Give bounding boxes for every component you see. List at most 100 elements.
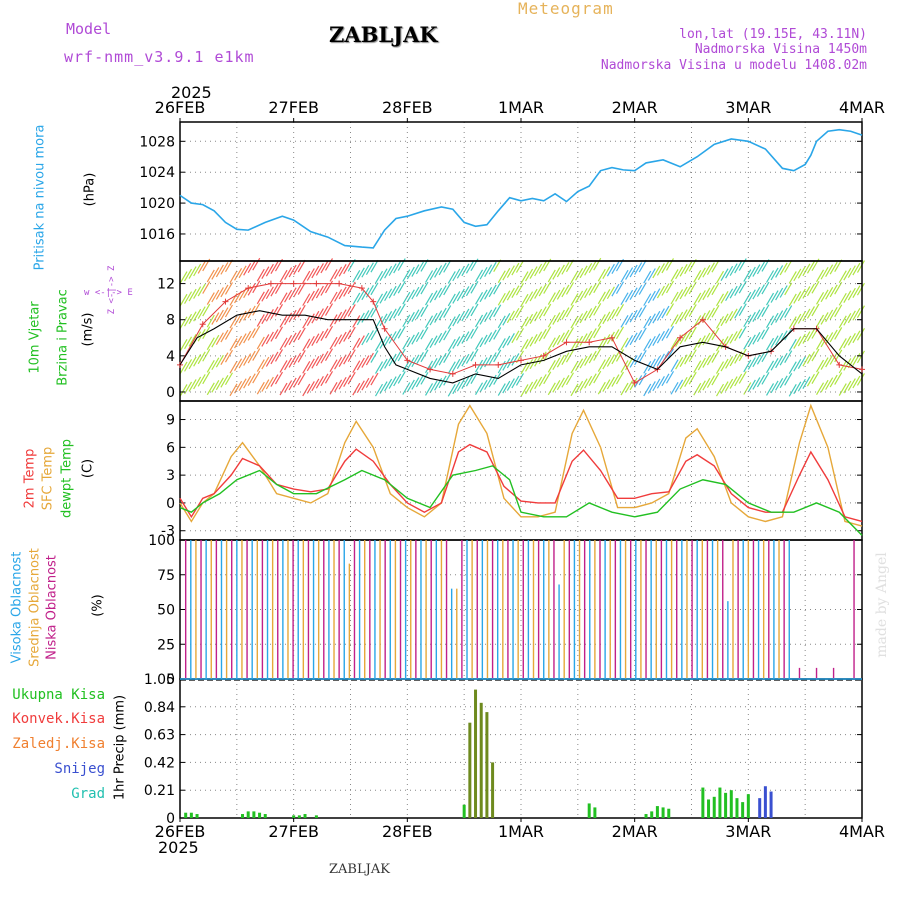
wind-barb — [752, 309, 761, 322]
wind-barb — [593, 348, 602, 361]
wind-barb — [693, 292, 702, 306]
wind-barb — [502, 290, 511, 304]
wind-barb — [743, 269, 752, 282]
wind-barb — [679, 286, 688, 300]
wind-barb — [847, 355, 856, 369]
wind-barb — [270, 306, 279, 320]
model-label: Model — [66, 20, 112, 38]
wind-barb — [356, 290, 365, 303]
wind-barb — [184, 268, 193, 282]
wind-barb — [688, 371, 697, 385]
wind-barb — [515, 305, 524, 319]
wind-barb — [224, 259, 233, 273]
wind-barb — [206, 382, 215, 396]
wind-barb — [766, 360, 775, 374]
wind-barb — [711, 372, 720, 386]
wind-barb — [775, 355, 784, 369]
wind-barb — [602, 334, 611, 347]
wind-barb — [725, 311, 734, 324]
wind-barb — [684, 329, 693, 342]
wind-barb — [365, 262, 374, 276]
wind-barb — [506, 310, 515, 324]
wind-barb — [679, 309, 688, 322]
wind-barb — [520, 271, 529, 284]
wind-barb — [597, 359, 606, 372]
precip-bar — [195, 814, 199, 818]
wind-barb — [265, 354, 274, 367]
wind-barb — [752, 354, 761, 368]
x-tick-label-bottom: 4MAR — [839, 822, 885, 841]
wind-barb — [625, 335, 634, 348]
x-tick-label-bottom: 3MAR — [725, 822, 771, 841]
wind-barb — [816, 359, 825, 373]
wind-barb — [288, 309, 297, 323]
wind-barb — [334, 266, 343, 280]
wind-barb — [256, 336, 265, 350]
wind-barb — [461, 331, 470, 344]
wind-barb — [384, 378, 393, 392]
wind-barb — [797, 266, 806, 279]
wind-barb — [684, 351, 693, 365]
wind-barb — [415, 374, 424, 388]
wind-barb — [461, 376, 470, 390]
wind-barb — [415, 352, 424, 365]
wind-barb — [406, 289, 415, 302]
wind-barb — [265, 309, 274, 322]
wind-barb — [561, 284, 570, 298]
wind-barb — [797, 378, 806, 392]
wind-barb — [656, 308, 665, 321]
wind-barb — [543, 303, 552, 317]
wind-barb — [838, 360, 847, 374]
wind-barb — [852, 307, 861, 321]
wind-barb — [552, 267, 561, 280]
wind-barb — [697, 335, 706, 348]
wind-barb — [247, 373, 256, 386]
wind-barb — [652, 333, 661, 347]
wind-barb — [438, 330, 447, 343]
wind-barb — [347, 371, 356, 385]
wind-barb — [529, 266, 538, 279]
wind-barb — [484, 286, 493, 300]
wind-barb — [406, 266, 415, 280]
wind-barb — [693, 337, 702, 351]
wind-barb — [838, 383, 847, 396]
wind-barb — [456, 311, 465, 324]
wind-barb — [497, 270, 506, 283]
wind-barb — [743, 382, 752, 395]
wind-barb — [588, 350, 597, 364]
wind-barb — [838, 315, 847, 329]
wind-barb — [488, 329, 497, 343]
wind-barb — [602, 311, 611, 325]
wind-barb — [634, 284, 643, 298]
precip-bar — [593, 807, 597, 818]
x-tick-label-bottom: 28FEB — [382, 822, 433, 841]
wind-barb — [625, 267, 634, 280]
wind-barb — [802, 331, 811, 344]
wind-barb — [720, 268, 729, 281]
wind-barb — [820, 379, 829, 393]
wind-barb — [656, 330, 665, 344]
y-tick-label: 75 — [157, 568, 175, 584]
wind-barb — [816, 314, 825, 328]
wind-barb — [374, 293, 384, 307]
wind-barb — [629, 264, 638, 278]
wind-barb — [684, 306, 693, 320]
wind-barb — [224, 282, 233, 295]
wind-barb — [852, 285, 861, 298]
wind-barb — [706, 307, 715, 321]
wind-barb — [634, 262, 643, 275]
wind-barb — [561, 374, 570, 388]
wind-barb — [193, 263, 202, 277]
wind-barb — [638, 372, 647, 386]
wind-barb — [420, 372, 429, 385]
wind-barb — [374, 361, 384, 374]
wind-barb — [379, 268, 388, 281]
wind-barb — [493, 304, 502, 318]
wind-barb — [552, 357, 561, 371]
wind-barb — [584, 285, 593, 299]
wind-barb — [211, 380, 220, 393]
wind-barb — [234, 268, 243, 281]
wind-barb — [447, 293, 456, 307]
precip-bar — [297, 815, 301, 818]
wind-barb — [715, 270, 725, 284]
